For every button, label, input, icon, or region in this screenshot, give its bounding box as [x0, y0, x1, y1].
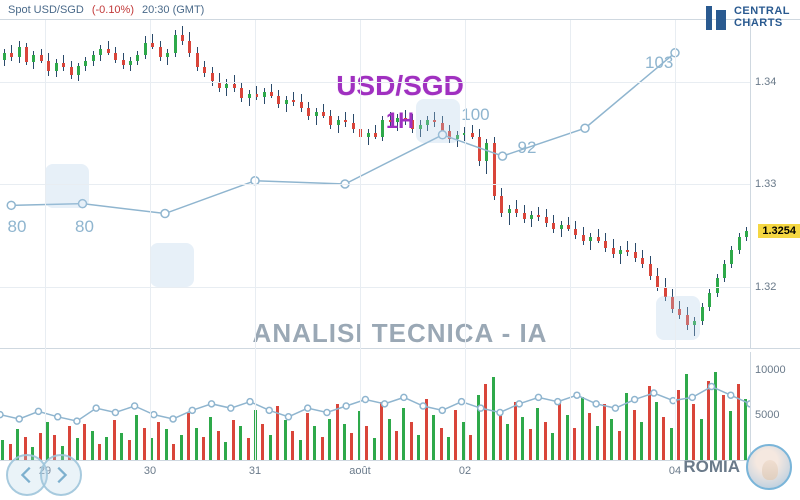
price-y-axis: 1.32 1.33 1.34 1.3254 [750, 20, 800, 348]
analysis-watermark-text: ANALISI TECNICA - IA [253, 318, 548, 349]
watermark-chart-icon [45, 164, 89, 208]
romia-widget[interactable]: ROMIA [683, 444, 792, 490]
overlay-label: 92 [518, 138, 537, 158]
timestamp: 20:30 (GMT) [142, 4, 204, 16]
volume-tick: 10000 [755, 364, 786, 376]
price-tick: 1.33 [755, 178, 776, 190]
x-axis: 293031août0204 [0, 460, 750, 500]
volume-chart-area[interactable] [0, 352, 750, 460]
nav-arrows [6, 454, 82, 496]
chart-header: Spot USD/SGD (-0.10%) 20:30 (GMT) [0, 0, 800, 20]
chart-title-pair: USD/SGD [336, 70, 464, 102]
nav-forward-button[interactable] [40, 454, 82, 496]
pct-change: (-0.10%) [92, 4, 134, 16]
watermark-gear-icon [416, 99, 460, 143]
overlay-label: 80 [8, 217, 27, 237]
volume-tick: 5000 [755, 409, 779, 421]
x-tick: 31 [249, 465, 261, 477]
x-tick: 02 [459, 465, 471, 477]
current-price-tag: 1.3254 [758, 224, 800, 238]
watermark-chart-icon [656, 296, 700, 340]
watermark-arrow-icon [150, 243, 194, 287]
overlay-label: 80 [75, 217, 94, 237]
x-tick: 30 [144, 465, 156, 477]
instrument-name: Spot USD/SGD [8, 4, 84, 16]
romia-label: ROMIA [683, 457, 740, 477]
overlay-label: 103 [645, 53, 673, 73]
price-tick: 1.32 [755, 281, 776, 293]
x-tick: 04 [669, 465, 681, 477]
romia-avatar-icon [746, 444, 792, 490]
price-tick: 1.34 [755, 76, 776, 88]
x-tick: août [349, 465, 370, 477]
chart-title-timeframe: 1H [386, 108, 414, 134]
